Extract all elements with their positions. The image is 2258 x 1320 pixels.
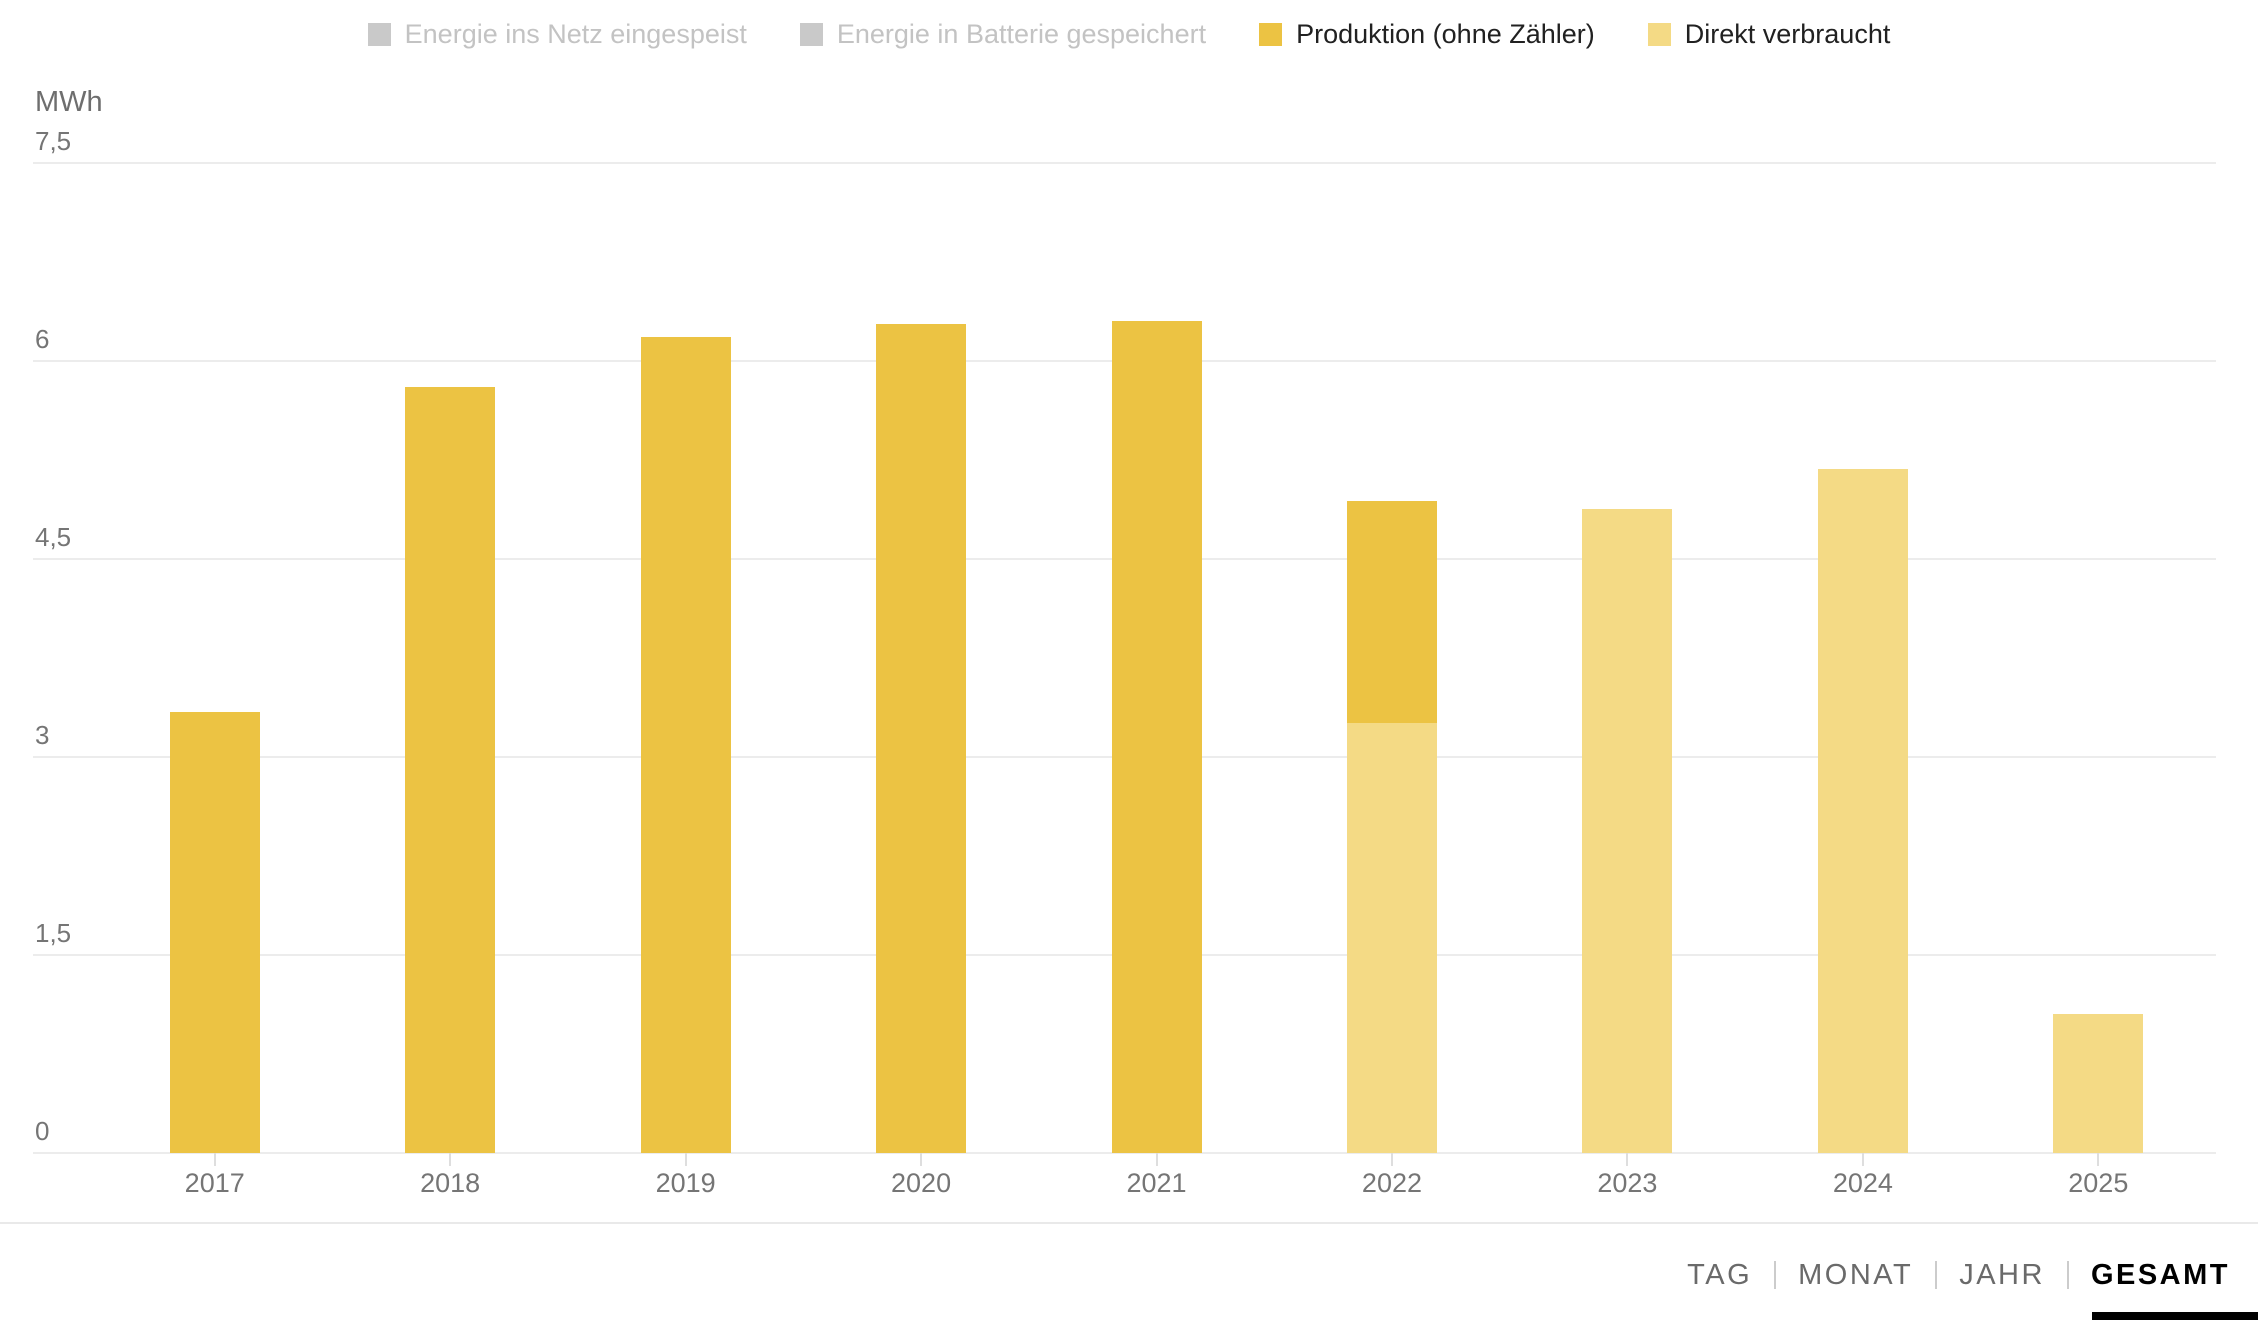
legend-swatch-icon — [799, 22, 823, 46]
y-axis-tick-label: 6 — [35, 324, 50, 354]
x-axis-tick — [684, 1153, 687, 1166]
bar-2023-direkt-verbraucht[interactable] — [1582, 508, 1673, 1153]
x-axis-tick — [920, 1153, 923, 1166]
bar-2018-produktion[interactable] — [405, 387, 496, 1153]
y-axis-tick-label: 7,5 — [35, 126, 72, 156]
x-axis-tick — [1626, 1153, 1629, 1166]
legend-item-3[interactable]: Produktion (ohne Zähler) — [1259, 16, 1595, 52]
tab-gesamt[interactable]: GESAMT — [2090, 1259, 2230, 1291]
x-axis-label-2024: 2024 — [1832, 1168, 1893, 1198]
footer-divider — [0, 1222, 2258, 1224]
y-axis-tick-label: 1,5 — [35, 918, 72, 948]
x-axis-label-2018: 2018 — [420, 1168, 481, 1198]
legend-item-label: Energie in Batterie gespeichert — [836, 19, 1207, 49]
period-tabs: TAG MONAT JAHR GESAMT — [1687, 1258, 2230, 1292]
legend-item-label: Produktion (ohne Zähler) — [1296, 19, 1595, 49]
x-axis-tick — [213, 1153, 216, 1166]
x-axis-label-2022: 2022 — [1361, 1168, 1422, 1198]
legend-item-1[interactable]: Energie ins Netz eingespeist — [367, 16, 747, 52]
tab-monat[interactable]: MONAT — [1798, 1259, 1914, 1291]
legend-swatch-icon — [367, 22, 391, 46]
bar-2022-direkt-verbraucht[interactable] — [1346, 722, 1437, 1153]
gridline-0 — [33, 1152, 2216, 1154]
y-axis-tick-label: 4,5 — [35, 522, 72, 552]
x-axis-label-2021: 2021 — [1126, 1168, 1187, 1198]
legend-item-label: Direkt verbraucht — [1684, 19, 1891, 49]
bar-2024-direkt-verbraucht[interactable] — [1817, 469, 1908, 1153]
legend-swatch-icon — [1647, 22, 1671, 46]
legend-item-4[interactable]: Direkt verbraucht — [1647, 16, 1891, 52]
bar-2022-produktion[interactable] — [1346, 500, 1437, 723]
tab-jahr[interactable]: JAHR — [1959, 1259, 2045, 1291]
tab-separator — [1935, 1261, 1938, 1289]
legend-swatch-icon — [1259, 22, 1283, 46]
y-axis-unit-label: MWh — [35, 86, 103, 118]
x-axis-label-2023: 2023 — [1597, 1168, 1658, 1198]
chart-legend: Energie ins Netz eingespeist Energie in B… — [0, 16, 2258, 52]
y-axis-tick-label: 0 — [35, 1116, 50, 1146]
x-axis-label-2020: 2020 — [891, 1168, 952, 1198]
x-axis-label-2017: 2017 — [184, 1168, 245, 1198]
bar-2020-produktion[interactable] — [876, 324, 967, 1153]
x-axis-tick — [1861, 1153, 1864, 1166]
bar-2025-direkt-verbraucht[interactable] — [2053, 1014, 2144, 1153]
tab-separator — [2066, 1261, 2069, 1289]
gridline-7,5 — [33, 162, 2216, 164]
legend-item-label: Energie ins Netz eingespeist — [404, 19, 747, 49]
x-axis-label-2025: 2025 — [2068, 1168, 2129, 1198]
bar-2019-produktion[interactable] — [640, 337, 731, 1153]
bar-2017-produktion[interactable] — [169, 712, 260, 1153]
bottom-right-black-bar — [2092, 1312, 2258, 1320]
x-axis-label-2019: 2019 — [655, 1168, 716, 1198]
bar-2021-produktion[interactable] — [1111, 321, 1202, 1153]
x-axis-tick — [2097, 1153, 2100, 1166]
y-axis-tick-label: 3 — [35, 720, 50, 750]
x-axis-tick — [1155, 1153, 1158, 1166]
legend-item-2[interactable]: Energie in Batterie gespeichert — [799, 16, 1207, 52]
x-axis-tick — [449, 1153, 452, 1166]
x-axis-tick — [1390, 1153, 1393, 1166]
tab-separator — [1774, 1261, 1777, 1289]
tab-tag[interactable]: TAG — [1687, 1259, 1753, 1291]
